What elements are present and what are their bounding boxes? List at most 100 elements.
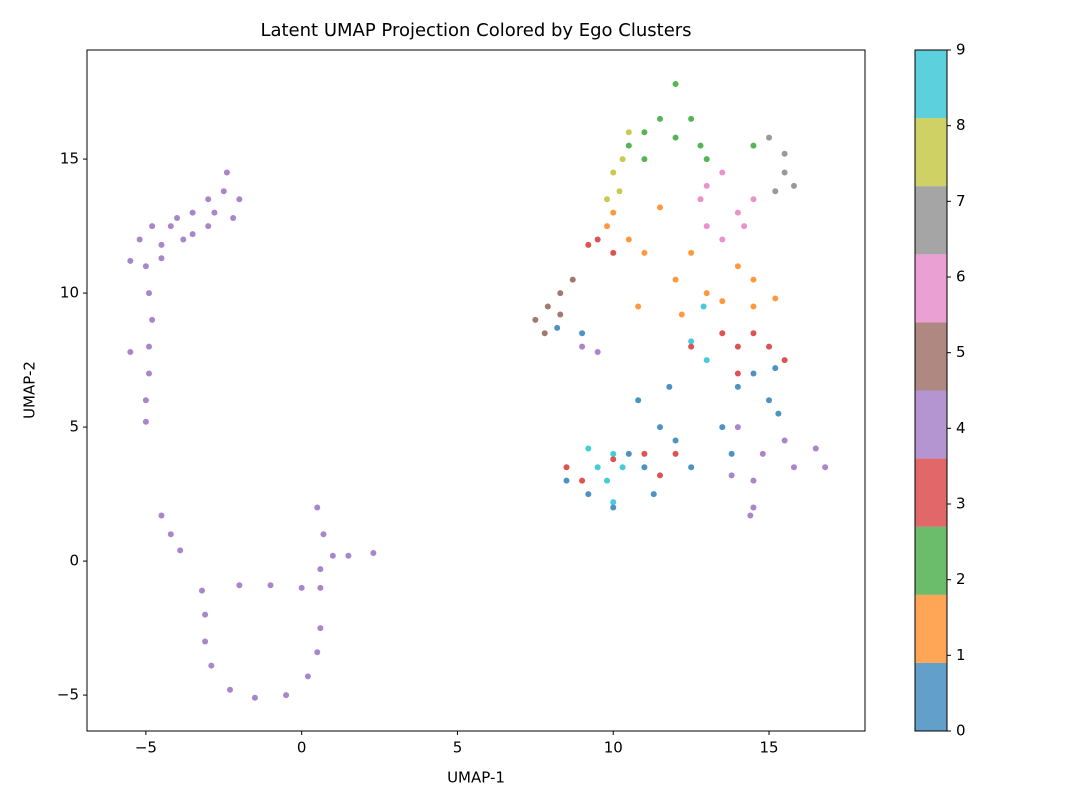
- point: [544, 303, 551, 310]
- point: [766, 397, 773, 404]
- colorbar-tick-label: 0: [956, 722, 966, 740]
- point: [532, 316, 539, 323]
- point: [625, 236, 632, 243]
- y-tick-label: −5: [57, 686, 79, 704]
- point: [766, 343, 773, 350]
- point: [208, 662, 215, 669]
- point: [317, 625, 324, 632]
- point: [174, 215, 181, 222]
- point: [750, 477, 757, 484]
- point: [719, 236, 726, 243]
- point: [127, 349, 134, 356]
- point: [734, 263, 741, 270]
- point: [781, 150, 788, 157]
- point: [610, 249, 617, 256]
- colorbar-tick-label: 4: [956, 419, 966, 437]
- point: [625, 129, 632, 136]
- point: [688, 464, 695, 471]
- point: [747, 512, 754, 519]
- point: [585, 241, 592, 248]
- point: [775, 410, 782, 417]
- point: [227, 686, 234, 693]
- point: [750, 370, 757, 377]
- colorbar-band: [915, 526, 947, 595]
- point: [610, 450, 617, 457]
- point: [314, 649, 321, 656]
- point: [656, 424, 663, 431]
- point: [236, 196, 243, 203]
- point: [641, 464, 648, 471]
- point: [610, 169, 617, 176]
- y-tick-label: 10: [60, 284, 79, 302]
- colorbar-band: [915, 50, 947, 119]
- point: [772, 295, 779, 302]
- point: [625, 450, 632, 457]
- point: [594, 464, 601, 471]
- point: [781, 169, 788, 176]
- point: [616, 188, 623, 195]
- point: [604, 477, 611, 484]
- x-tick-label: 5: [453, 739, 463, 757]
- point: [672, 81, 679, 88]
- point: [688, 338, 695, 345]
- colorbar-tick-label: 6: [956, 268, 966, 286]
- point: [781, 357, 788, 364]
- point: [146, 370, 153, 377]
- point: [205, 223, 212, 230]
- y-axis-label: UMAP-2: [21, 361, 39, 419]
- point: [585, 491, 592, 498]
- y-tick-label: 15: [60, 150, 79, 168]
- point: [656, 472, 663, 479]
- point: [541, 330, 548, 337]
- point: [772, 188, 779, 195]
- y-tick-label: 5: [69, 418, 79, 436]
- colorbar-tick-label: 7: [956, 192, 966, 210]
- point: [641, 450, 648, 457]
- point: [641, 156, 648, 163]
- point: [142, 418, 149, 425]
- point: [610, 209, 617, 216]
- point: [666, 383, 673, 390]
- colorbar-tick-label: 8: [956, 116, 966, 134]
- point: [304, 673, 311, 680]
- point: [610, 504, 617, 511]
- colorbar-band: [915, 458, 947, 527]
- point: [759, 450, 766, 457]
- point: [641, 249, 648, 256]
- point: [220, 188, 227, 195]
- point: [750, 276, 757, 283]
- point: [146, 290, 153, 297]
- point: [781, 437, 788, 444]
- point: [579, 330, 586, 337]
- chart-title: Latent UMAP Projection Colored by Ego Cl…: [260, 20, 691, 41]
- point: [678, 311, 685, 318]
- point: [812, 445, 819, 452]
- point: [703, 357, 710, 364]
- colorbar-band: [915, 594, 947, 663]
- point: [146, 343, 153, 350]
- point: [719, 169, 726, 176]
- point: [728, 472, 735, 479]
- point: [766, 134, 773, 141]
- point: [604, 196, 611, 203]
- point: [142, 397, 149, 404]
- point: [734, 370, 741, 377]
- x-axis-label: UMAP-1: [447, 769, 505, 787]
- point: [672, 134, 679, 141]
- point: [750, 330, 757, 337]
- colorbar-band: [915, 662, 947, 731]
- colorbar-band: [915, 322, 947, 391]
- point: [750, 303, 757, 310]
- point: [734, 383, 741, 390]
- x-tick-label: 15: [759, 739, 778, 757]
- point: [594, 236, 601, 243]
- point: [703, 182, 710, 189]
- point: [641, 129, 648, 136]
- point: [719, 424, 726, 431]
- point: [202, 638, 209, 645]
- point: [189, 231, 196, 238]
- point: [734, 209, 741, 216]
- point: [236, 582, 243, 589]
- point: [697, 196, 704, 203]
- point: [554, 324, 561, 331]
